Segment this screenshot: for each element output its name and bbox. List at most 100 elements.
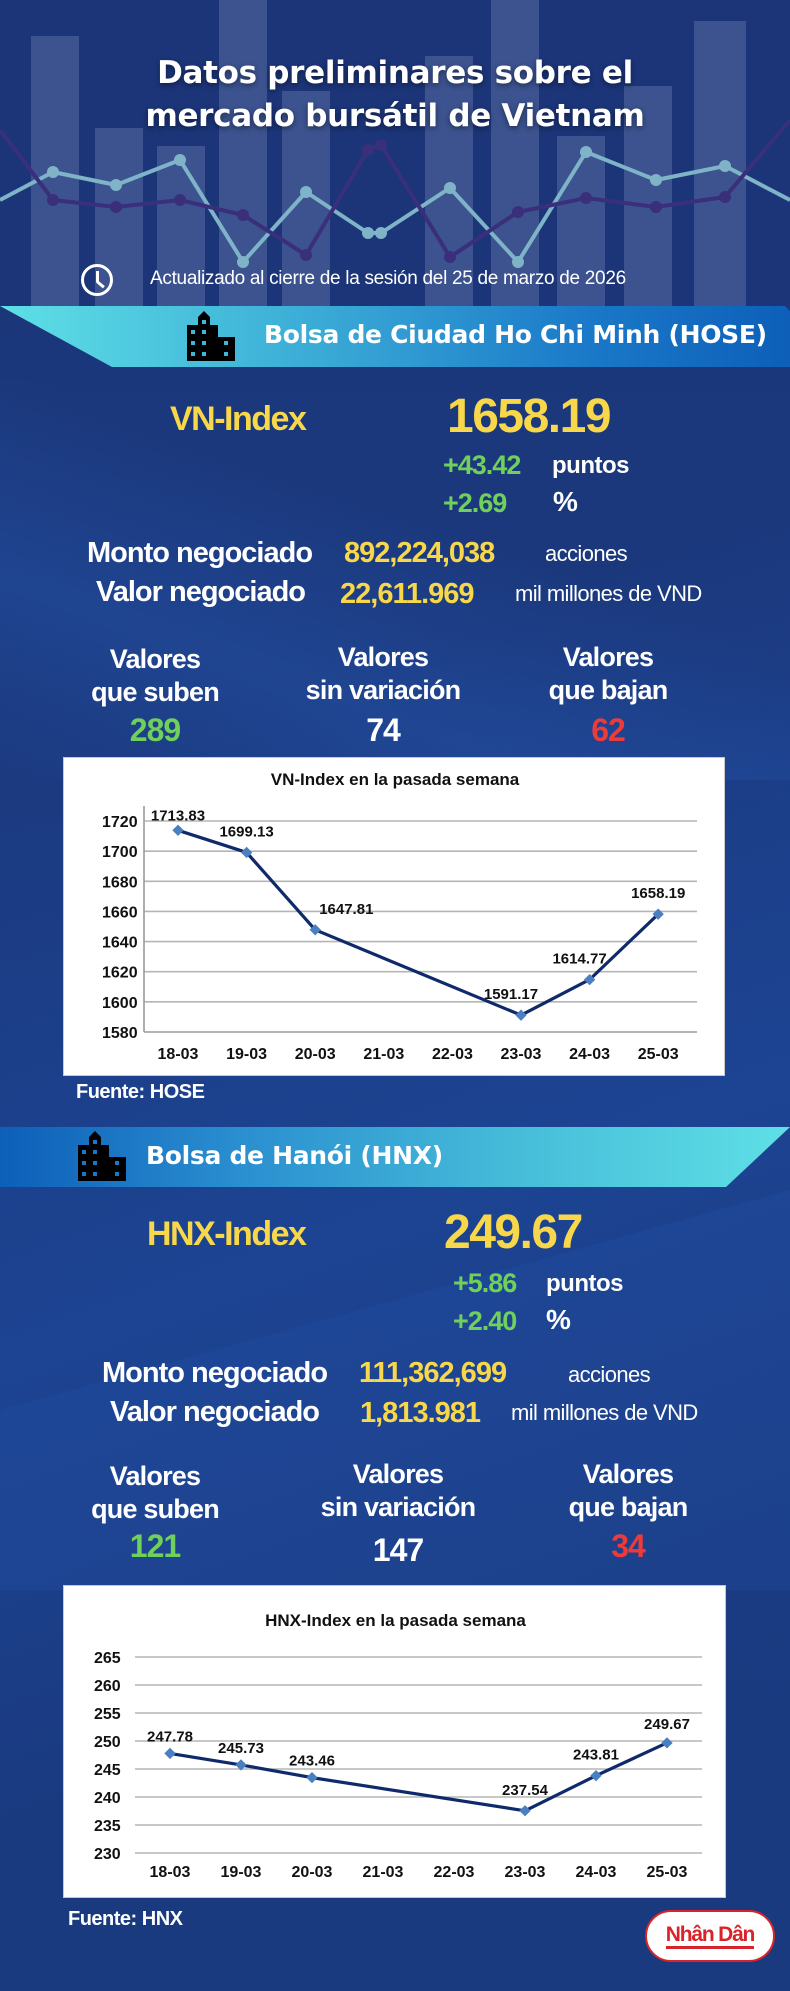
unchanged-label: Valores sin variación <box>298 1458 498 1524</box>
x-tick-label: 18-03 <box>158 1046 199 1063</box>
chart-title: HNX-Index en la pasada semana <box>265 1611 526 1630</box>
logo-text: Nhân Dân <box>665 1923 755 1949</box>
y-tick-label: 255 <box>94 1706 121 1723</box>
value-unit: mil millones de VND <box>515 581 702 606</box>
vn-index-label: VN-Index <box>170 400 307 438</box>
data-point-marker <box>652 908 664 920</box>
label-line: Valores <box>562 642 654 672</box>
title-line-2: mercado bursátil de Vietnam <box>145 98 645 134</box>
decorative-bar <box>282 91 330 306</box>
title-line-1: Datos preliminares sobre el <box>157 55 633 91</box>
percent-unit: % <box>553 486 578 517</box>
y-tick-label: 240 <box>94 1790 121 1807</box>
hose-section-banner: Bolsa de Ciudad Ho Chi Minh (HOSE) <box>0 306 790 367</box>
y-tick-label: 245 <box>94 1762 121 1779</box>
data-point-marker <box>306 1771 318 1784</box>
y-tick-label: 1600 <box>102 995 138 1012</box>
decorative-bar <box>557 136 605 306</box>
hnx-section-banner: Bolsa de Hanói (HNX) <box>0 1127 790 1187</box>
hnx-index-change-points: +5.86 <box>453 1268 517 1298</box>
data-point-marker <box>590 1770 602 1782</box>
hnx-index-chart: HNX-Index en la pasada semana 230 235 240 24… <box>63 1585 726 1898</box>
volume-unit: acciones <box>568 1362 651 1387</box>
value-label: Valor negociado <box>110 1396 320 1428</box>
label-line: Valores <box>337 642 429 672</box>
label-line: Valores <box>109 644 201 674</box>
y-tick-label: 260 <box>94 1678 121 1695</box>
value-unit: mil millones de VND <box>511 1400 698 1425</box>
unchanged-count: 147 <box>372 1532 424 1568</box>
data-point-marker <box>172 824 184 836</box>
volume-label: Monto negociado <box>87 537 313 569</box>
data-point-marker <box>240 846 253 859</box>
data-label: 1591.17 <box>484 986 538 1003</box>
data-point-marker <box>519 1805 531 1817</box>
y-tick-label: 250 <box>94 1734 121 1751</box>
data-label: 1713.83 <box>151 807 205 824</box>
value-label: Valor negociado <box>96 576 306 608</box>
y-tick-label: 1620 <box>102 965 138 982</box>
chart-title: VN-Index en la pasada semana <box>271 770 520 789</box>
x-tick-label: 24-03 <box>569 1046 610 1063</box>
y-tick-label: 1580 <box>102 1025 138 1042</box>
decorative-lines <box>0 118 790 268</box>
clock-icon <box>81 264 113 296</box>
hnx-index-value: 249.67 <box>444 1206 583 1259</box>
x-tick-label: 25-03 <box>638 1046 679 1063</box>
building-icon <box>78 1131 126 1181</box>
data-point-marker <box>515 1009 527 1021</box>
value-value: 22,611.969 <box>340 578 475 610</box>
data-label: 1647.81 <box>319 901 373 918</box>
hnx-source: Fuente: HNX <box>68 1908 183 1930</box>
data-label: 247.78 <box>147 1728 193 1745</box>
volume-label: Monto negociado <box>102 1357 328 1389</box>
hose-banner-title: Bolsa de Ciudad Ho Chi Minh (HOSE) <box>264 320 767 349</box>
advancers-label: Valores que suben <box>55 1460 255 1526</box>
decorative-bar <box>425 56 473 306</box>
data-label: 1658.19 <box>631 885 685 902</box>
label-line: Valores <box>352 1459 444 1489</box>
label-line: que suben <box>91 677 220 707</box>
x-tick-label: 25-03 <box>647 1864 688 1881</box>
hose-source: Fuente: HOSE <box>76 1081 205 1103</box>
unchanged-label: Valores sin variación <box>283 641 483 707</box>
x-tick-label: 19-03 <box>226 1046 267 1063</box>
percent-unit: % <box>546 1304 571 1335</box>
x-tick-label: 20-03 <box>292 1864 333 1881</box>
data-line <box>169 1741 668 1813</box>
data-label: 1699.13 <box>219 823 273 840</box>
hnx-banner-title: Bolsa de Hanói (HNX) <box>146 1141 443 1170</box>
y-tick-label: 1660 <box>102 904 138 921</box>
x-tick-label: 23-03 <box>501 1046 542 1063</box>
decorative-bar <box>157 146 205 306</box>
y-tick-label: 1700 <box>102 844 138 861</box>
decliners-label: Valores que bajan <box>508 641 708 707</box>
data-label: 243.81 <box>573 1747 619 1764</box>
data-label: 1614.77 <box>552 951 606 968</box>
advancers-label: Valores que suben <box>55 643 255 709</box>
vn-index-change-points: +43.42 <box>443 450 521 480</box>
points-unit: puntos <box>546 1270 623 1297</box>
label-line: que bajan <box>568 1492 689 1522</box>
hnx-index-label: HNX-Index <box>147 1215 307 1253</box>
page-title: Datos preliminares sobre el mercado burs… <box>0 52 790 138</box>
line-chart-svg: VN-Index en la pasada semana 1580 1600 1620… <box>102 770 697 1063</box>
y-tick-label: 1640 <box>102 935 138 952</box>
building-icon <box>187 311 235 361</box>
nhan-dan-logo: Nhân Dân <box>645 1910 775 1962</box>
data-point-marker <box>661 1737 673 1749</box>
volume-unit: acciones <box>545 541 628 566</box>
label-line: Valores <box>582 1459 674 1489</box>
data-point-marker <box>164 1747 176 1760</box>
x-tick-label: 19-03 <box>221 1864 262 1881</box>
x-tick-label: 21-03 <box>363 1046 404 1063</box>
x-tick-label: 24-03 <box>576 1864 617 1881</box>
label-line: sin variación <box>320 1492 476 1522</box>
unchanged-count: 74 <box>366 712 401 748</box>
x-tick-label: 22-03 <box>434 1864 475 1881</box>
x-tick-label: 21-03 <box>363 1864 404 1881</box>
vn-index-change-percent: +2.69 <box>443 488 507 518</box>
data-point-marker <box>309 924 321 936</box>
volume-value: 111,362,699 <box>359 1357 507 1389</box>
y-tick-label: 265 <box>94 1650 121 1667</box>
